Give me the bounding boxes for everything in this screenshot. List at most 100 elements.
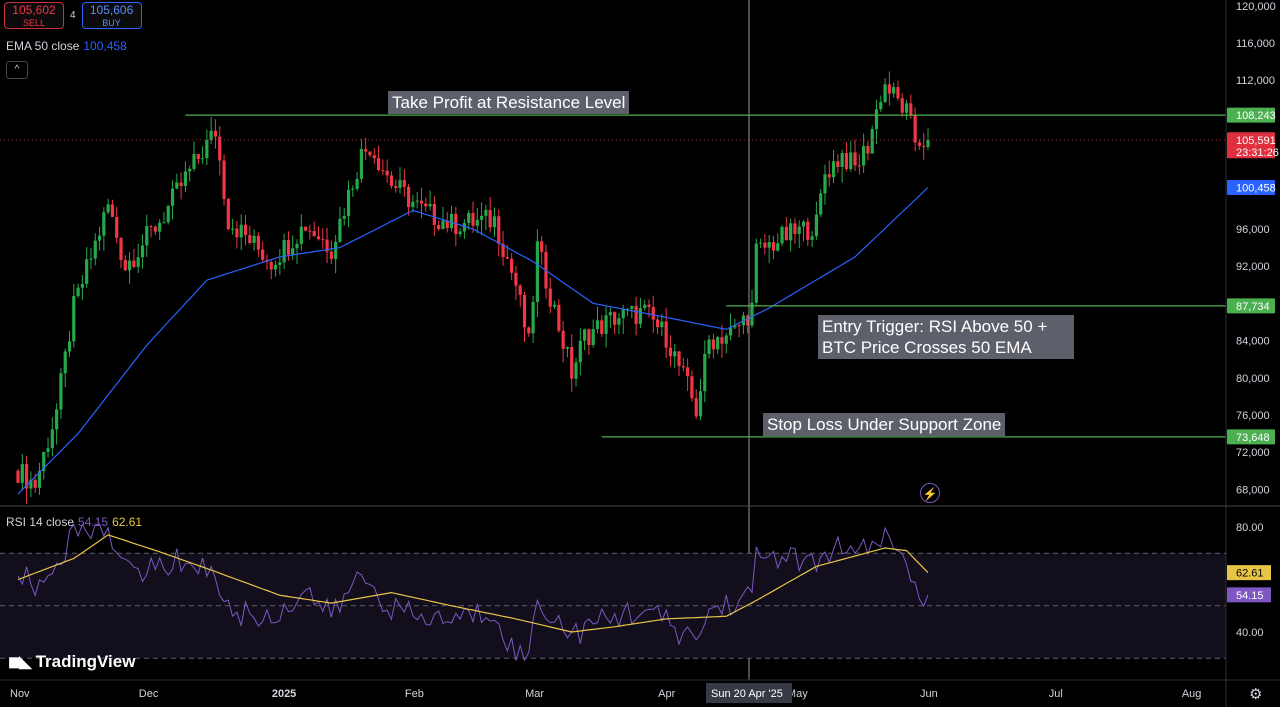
candle-body [20,464,24,483]
rsi-line [17,523,929,662]
buy-button[interactable]: 105,606 BUY [81,2,142,29]
candle-body [587,329,591,345]
candle-body [922,145,926,148]
candle-body [213,130,218,137]
tradingview-mark-icon: ◼◣ [8,654,32,671]
candle-body [690,376,694,399]
candle-body [231,228,235,230]
candle-body [24,464,29,489]
time-tick-label: 2025 [272,688,296,700]
candle-body [716,337,720,350]
candle-body [153,226,157,232]
candle-body [359,148,363,179]
ema-legend-label: EMA 50 close [6,39,80,53]
price-label-text: 100,458 [1236,183,1276,195]
candle-body [548,288,552,307]
countdown-label: 23:31:26 [1236,147,1279,159]
rsi-layer [0,523,1226,662]
sell-button[interactable]: 105,602 SELL [4,2,64,29]
candle-body [758,242,763,244]
candle-body [896,87,900,99]
candle-body [342,216,346,219]
rsi-legend-value: 54.15 [78,515,109,529]
candle-body [381,169,385,171]
candle-body [479,215,484,220]
collapse-legend-button[interactable]: ^ [6,61,28,79]
candle-body [763,242,767,248]
candle-body [883,84,887,103]
candle-body [441,220,445,230]
candle-body [879,102,883,110]
candle-body [797,226,801,234]
candle-body [29,479,33,489]
candle-body [85,259,89,284]
trade-panel: 105,602 SELL 4 105,606 BUY [4,2,142,29]
spread-value: 4 [70,10,76,21]
candle-body [252,235,256,243]
candle-body [183,171,188,187]
candle-body [711,339,715,350]
chevron-up-icon: ^ [14,64,20,75]
time-tick-label: Apr [658,688,675,700]
candle-body [338,218,342,242]
candle-body [600,320,604,334]
candle-body [445,220,449,229]
candle-body [80,283,84,288]
candle-body [630,305,634,309]
price-tick-label: 120,000 [1236,1,1276,13]
candle-body [179,182,183,187]
candle-body [316,236,321,240]
candle-body [33,479,37,488]
rsi-tick-label: 80.00 [1236,522,1264,534]
stop-loss-annotation[interactable]: Stop Loss Under Support Zone [763,413,1006,436]
candle-body [638,307,643,325]
candle-body [93,240,97,259]
lightning-icon[interactable]: ⚡ [920,483,940,503]
candle-body [419,200,424,204]
price-tick-label: 72,000 [1236,447,1270,459]
candle-body [398,180,402,188]
candle-body [917,142,922,146]
candle-body [312,230,316,237]
rsi-ma-line [17,534,929,633]
candle-body [97,235,102,241]
candle-body [686,367,690,377]
candle-body [578,340,582,363]
candle-body [651,306,655,320]
price-tick-label: 92,000 [1236,261,1270,273]
candle-body [904,103,909,113]
candle-body [801,221,806,227]
candle-body [531,302,535,334]
candle-body [844,153,849,170]
price-label-box [1227,298,1275,314]
gear-icon[interactable]: ⚙ [1249,686,1263,703]
candle-body [334,241,338,259]
candle-body [140,245,145,258]
ema-legend[interactable]: EMA 50 close 100,458 [6,39,127,53]
candle-body [106,204,110,213]
candle-body [145,226,149,246]
price-label-box [1227,132,1275,159]
candle-body [643,304,647,308]
candle-body [437,224,441,230]
sell-price: 105,602 [12,3,56,17]
rsi-legend[interactable]: RSI 14 close 54.15 62.61 [6,515,142,529]
candle-body [102,212,106,236]
take-profit-annotation[interactable]: Take Profit at Resistance Level [388,91,630,114]
candle-body [866,145,870,154]
price-label-text: 108,243 [1236,110,1276,122]
price-tick-label: 84,000 [1236,336,1270,348]
candle-body [621,309,625,319]
candle-body [321,239,325,241]
candle-body [694,398,698,417]
candle-body [557,304,561,331]
time-tick-label: Nov [10,688,30,700]
candle-body [432,204,436,225]
candle-body [552,304,557,307]
candle-body [295,243,299,249]
entry-trigger-annotation[interactable]: Entry Trigger: RSI Above 50 + BTC Price … [818,315,1074,359]
candle-body [411,201,415,208]
candle-body [55,409,59,430]
candle-body [570,346,574,379]
